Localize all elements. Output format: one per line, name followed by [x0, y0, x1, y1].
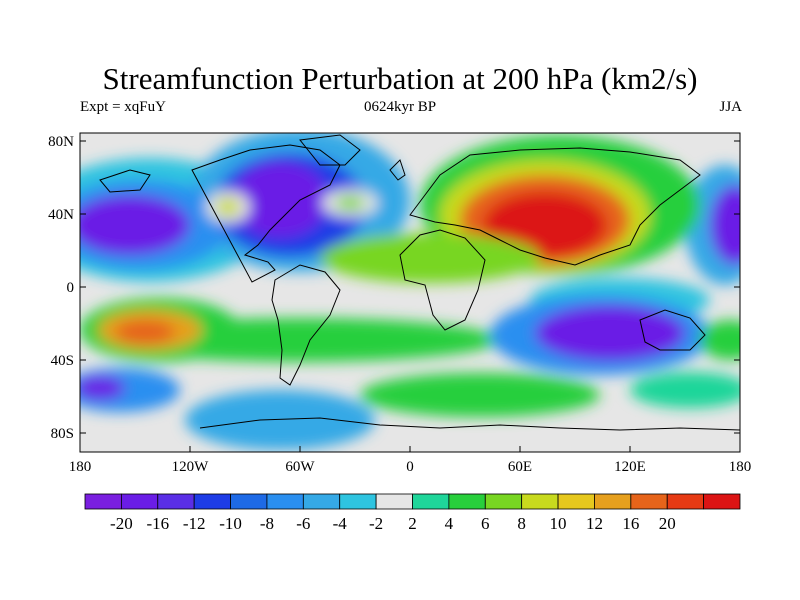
colorbar-swatch [594, 493, 632, 510]
coastlines [99, 134, 740, 431]
colorbar-swatch [120, 493, 159, 510]
period-label: 0624kyr BP [363, 99, 437, 115]
colorbar-swatch [666, 493, 705, 510]
colorbar-label: 12 [586, 514, 603, 533]
colorbar-label: 4 [445, 514, 454, 533]
colorbar-label: -10 [219, 514, 242, 533]
latitude-labels: 80N 40N 0 40S 80S [48, 134, 74, 442]
plot-title: Streamfunction Perturbation at 200 hPa (… [102, 61, 698, 96]
colorbar-swatch [230, 493, 268, 510]
colorbar-swatch [557, 493, 595, 510]
colorbar-label: -4 [333, 514, 348, 533]
colorbar-swatch [703, 493, 741, 510]
colorbar-swatch [193, 493, 231, 510]
colorbar-label: -20 [110, 514, 133, 533]
colorbar-label: -12 [183, 514, 206, 533]
colorbar-swatch [339, 493, 377, 510]
tick-marks [79, 140, 741, 452]
colorbar-swatch [484, 493, 523, 510]
lat-label: 80S [51, 426, 74, 442]
colorbar-swatch [412, 493, 450, 510]
colorbar-labels: -20 -16 -12 -10 -8 -6 -4 -2 2 4 6 8 10 12 16 20 [110, 514, 676, 533]
colorbar-label: 8 [517, 514, 526, 533]
colorbar-label: -16 [146, 514, 169, 533]
colorbar-label: -2 [369, 514, 383, 533]
colorbar-swatch [448, 493, 486, 510]
lon-label: 60W [285, 459, 315, 475]
experiment-label: Expt = xqFuY [80, 99, 166, 115]
colorbar-label: 16 [622, 514, 639, 533]
colorbar-swatch [84, 493, 122, 510]
colorbar-swatch [375, 493, 413, 510]
lat-label: 0 [67, 280, 75, 296]
colorbar-label: -6 [296, 514, 310, 533]
lon-label: 180 [729, 459, 752, 475]
colorbar-swatch [266, 493, 304, 510]
lat-label: 40N [48, 207, 74, 223]
lat-label: 80N [48, 134, 74, 150]
lon-label: 60E [508, 459, 532, 475]
season-label: JJA [719, 99, 742, 115]
lon-label: 180 [69, 459, 92, 475]
colorbar-label: 10 [550, 514, 567, 533]
lat-label: 40S [51, 353, 74, 369]
lon-label: 120E [614, 459, 646, 475]
colorbar-swatch [630, 493, 668, 510]
colorbar-swatch [521, 493, 559, 510]
colorbar [84, 493, 741, 510]
longitude-labels: 180 120W 60W 0 60E 120E 180 [69, 459, 752, 475]
colorbar-label: 20 [659, 514, 676, 533]
contour-field [80, 133, 740, 452]
colorbar-label: -8 [260, 514, 274, 533]
lon-label: 120W [172, 459, 210, 475]
colorbar-swatch [157, 493, 195, 510]
lon-label: 0 [406, 459, 414, 475]
colorbar-label: 2 [408, 514, 417, 533]
colorbar-label: 6 [481, 514, 490, 533]
colorbar-swatch [302, 493, 341, 510]
